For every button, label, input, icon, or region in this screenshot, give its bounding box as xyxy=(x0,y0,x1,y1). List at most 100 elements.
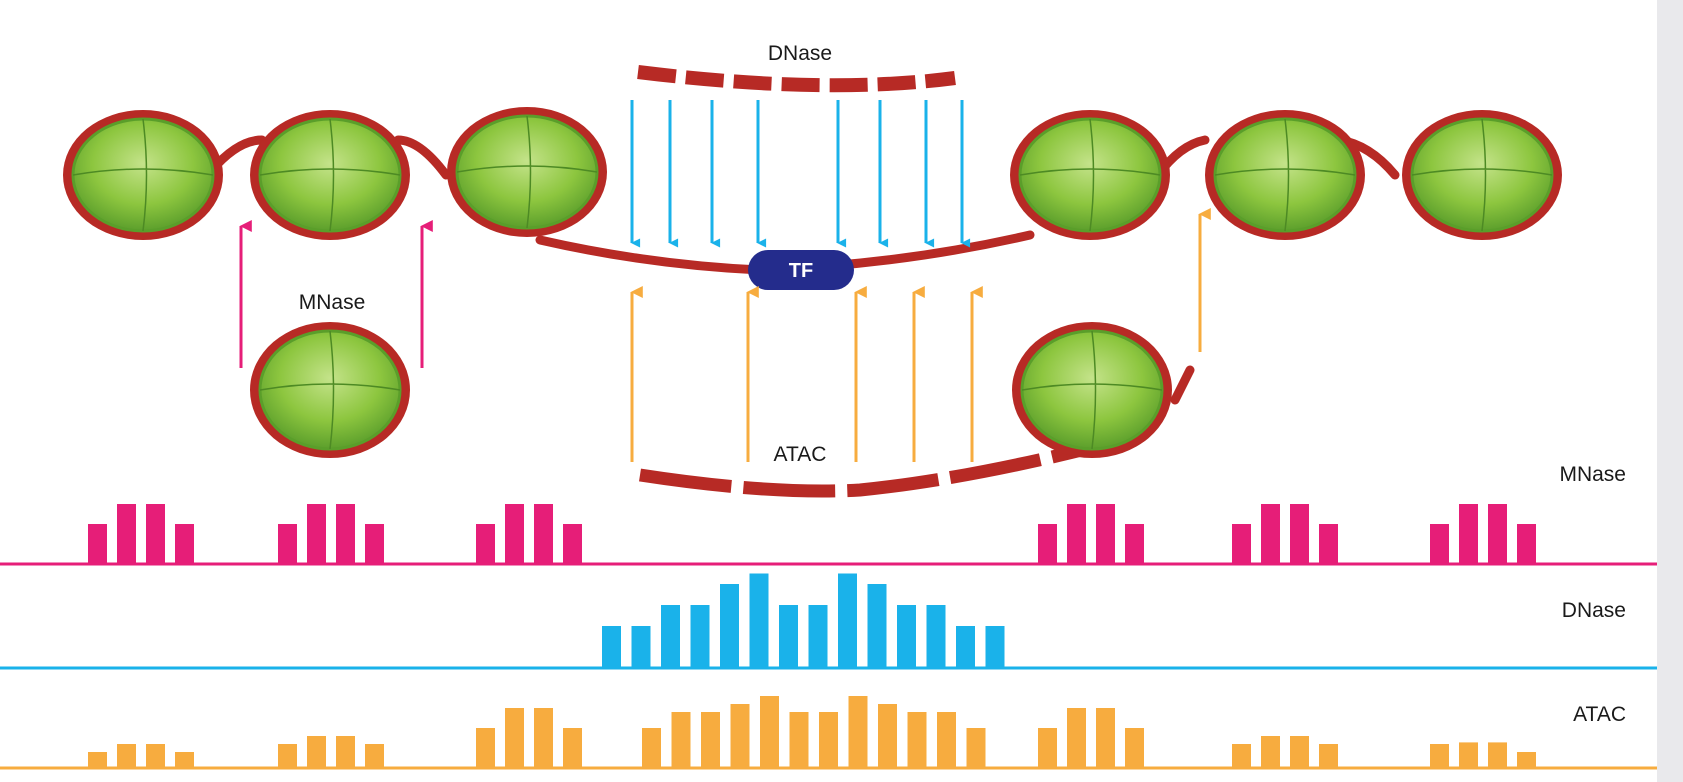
nucleosome-released-atac xyxy=(1012,322,1172,458)
atac-signal-bar xyxy=(88,752,107,768)
dnase-signal-bar xyxy=(779,605,798,668)
dnase-signal-bar xyxy=(720,584,739,668)
mnase-signal-bar xyxy=(1459,504,1478,564)
atac-arrows xyxy=(630,208,1211,462)
dnase-label: DNase xyxy=(768,42,832,65)
dnase-cut-fragment-arc xyxy=(637,65,956,93)
atac-signal-bar xyxy=(1488,742,1507,768)
atac-signal-bar xyxy=(937,712,956,768)
mnase-signal-bar xyxy=(1232,524,1251,564)
atac-signal-bar xyxy=(642,728,661,768)
mnase-signal-bar xyxy=(563,524,582,564)
atac-signal-bar xyxy=(336,736,355,768)
nucleosomes xyxy=(63,107,1562,458)
atac-signal-bar xyxy=(671,712,691,768)
mnase-signal-bar xyxy=(1096,504,1115,564)
mnase-signal-bar xyxy=(278,524,297,564)
mnase-signal-bar xyxy=(1067,504,1086,564)
dnase-signal-bar xyxy=(867,584,887,668)
dnase-signal-bar xyxy=(631,626,651,668)
mnase-signal-bar xyxy=(505,504,524,564)
atac-signal-bar xyxy=(1067,708,1086,768)
atac-signal-bar xyxy=(878,704,897,768)
mnase-signal-bar xyxy=(534,504,553,564)
mnase-signal-bar xyxy=(146,504,165,564)
atac-signal-bar xyxy=(1517,752,1536,768)
mnase-signal-bar xyxy=(117,504,136,564)
mnase-signal-bar xyxy=(1319,524,1338,564)
atac-signal-bar xyxy=(476,728,495,768)
dnase-signal-bar xyxy=(956,626,975,668)
track-atac: ATAC xyxy=(0,696,1657,770)
dna-link-2-3 xyxy=(393,135,451,180)
nucleosome-6 xyxy=(1402,110,1562,240)
dnase-signal-bar xyxy=(690,605,710,668)
atac-label: ATAC xyxy=(774,443,827,466)
atac-signal-bar xyxy=(563,728,582,768)
dnase-arrows xyxy=(630,100,971,248)
atac-signal-bar xyxy=(146,744,165,768)
mnase-signal-bar xyxy=(1125,524,1144,564)
dnase-signal-bar xyxy=(985,626,1005,668)
mnase-arrows xyxy=(239,220,433,368)
nucleosome-released-mnase xyxy=(250,322,410,458)
track-mnase-label: MNase xyxy=(1559,463,1626,486)
atac-signal-bar xyxy=(1459,742,1478,768)
nucleosome-3 xyxy=(447,107,607,237)
dnase-signal-bar xyxy=(602,626,621,668)
atac-signal-bar xyxy=(1232,744,1251,768)
mnase-signal-bar xyxy=(1488,504,1507,564)
atac-signal-bar xyxy=(907,712,927,768)
atac-signal-bar xyxy=(1261,736,1280,768)
mnase-signal-bar xyxy=(1038,524,1057,564)
tf-label: TF xyxy=(789,260,813,282)
track-dnase: DNase xyxy=(0,573,1657,670)
atac-signal-bar xyxy=(1125,728,1144,768)
nucleosome-4 xyxy=(1010,110,1170,240)
atac-signal-bar xyxy=(278,744,297,768)
atac-signal-bar xyxy=(760,696,779,768)
atac-signal-bar xyxy=(701,712,720,768)
mnase-signal-bar xyxy=(1430,524,1449,564)
mnase-signal-bar xyxy=(307,504,326,564)
atac-signal-bar xyxy=(117,744,136,768)
dnase-signal-bar xyxy=(749,573,769,668)
dnase-signal-bar xyxy=(808,605,828,668)
mnase-signal-bar xyxy=(365,524,384,564)
track-dnase-label: DNase xyxy=(1562,599,1626,622)
track-mnase-bars xyxy=(88,504,1536,564)
nucleosome-5 xyxy=(1205,110,1365,240)
nucleosome-2 xyxy=(250,110,410,240)
atac-signal-bar xyxy=(1038,728,1057,768)
track-mnase: MNase xyxy=(0,463,1657,566)
atac-signal-bar xyxy=(848,696,868,768)
dnase-signal-bar xyxy=(926,605,946,668)
track-atac-label: ATAC xyxy=(1573,703,1626,726)
tf-protein: TF xyxy=(748,250,854,290)
dnase-signal-bar xyxy=(897,605,916,668)
atac-signal-bar xyxy=(307,736,326,768)
mnase-signal-bar xyxy=(175,524,194,564)
atac-signal-bar xyxy=(1430,744,1449,768)
mnase-signal-bar xyxy=(336,504,355,564)
atac-signal-bar xyxy=(1096,708,1115,768)
right-edge-strip xyxy=(1657,0,1683,782)
atac-signal-bar xyxy=(789,712,809,768)
atac-signal-bar xyxy=(730,704,750,768)
atac-signal-bar xyxy=(175,752,194,768)
atac-signal-bar xyxy=(966,728,986,768)
atac-signal-bar xyxy=(534,708,553,768)
track-dnase-bars xyxy=(602,573,1005,668)
track-atac-bars xyxy=(88,696,1536,768)
dnase-signal-bar xyxy=(838,573,857,668)
atac-cut-fragment-arc xyxy=(639,441,1092,498)
atac-signal-bar xyxy=(1319,744,1338,768)
dna-tail-right xyxy=(1170,365,1195,405)
mnase-label: MNase xyxy=(299,291,366,314)
dnase-signal-bar xyxy=(661,605,680,668)
atac-signal-bar xyxy=(819,712,838,768)
atac-signal-bar xyxy=(1290,736,1309,768)
mnase-signal-bar xyxy=(1261,504,1280,564)
mnase-signal-bar xyxy=(1517,524,1536,564)
